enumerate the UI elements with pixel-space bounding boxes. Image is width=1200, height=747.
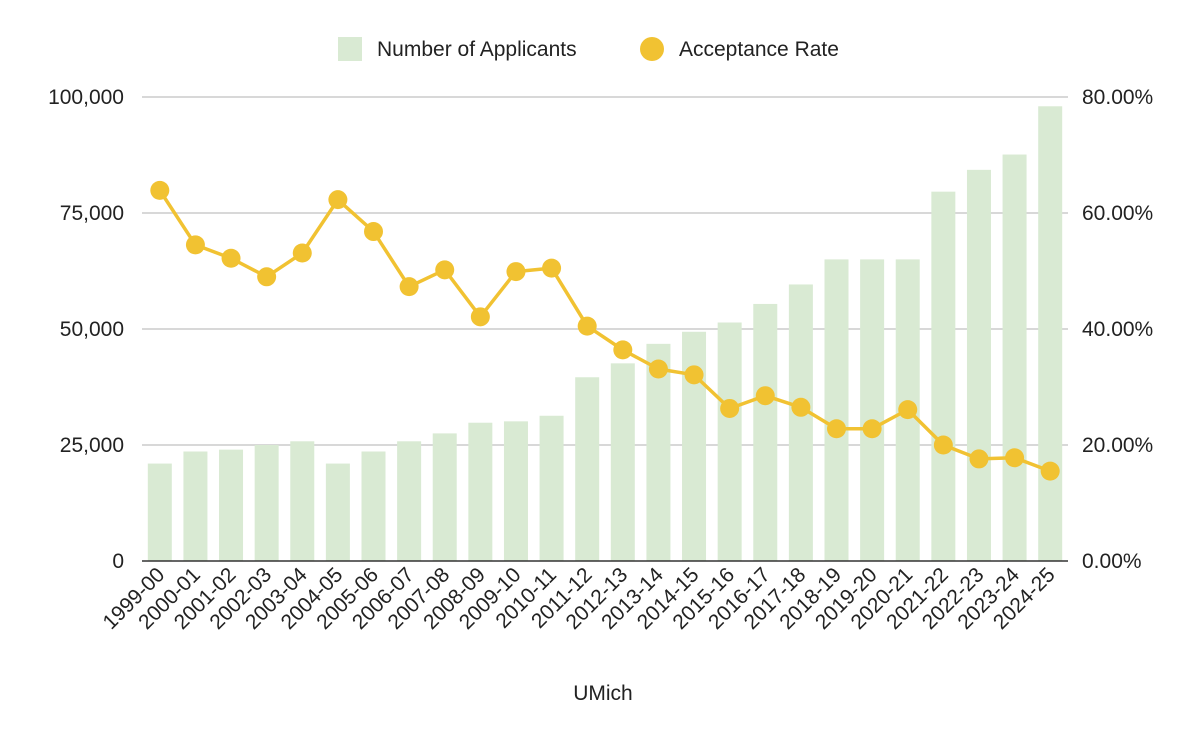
line-point — [969, 449, 989, 469]
line-point — [399, 277, 419, 297]
line-point — [791, 397, 811, 417]
line-point — [506, 262, 526, 282]
bar — [931, 191, 956, 561]
legend: Number of Applicants Acceptance Rate — [338, 37, 839, 61]
line-point — [613, 340, 633, 360]
y-right-tick-label: 0.00% — [1082, 550, 1142, 573]
line-point — [185, 235, 205, 255]
bar — [468, 422, 493, 561]
bar — [147, 463, 172, 561]
line-point — [933, 435, 953, 455]
y-left-tick-label: 25,000 — [60, 434, 124, 457]
legend-label-acceptance: Acceptance Rate — [679, 38, 839, 61]
bar — [397, 441, 422, 561]
bar-series — [147, 106, 1063, 561]
bar — [717, 322, 742, 561]
bar — [575, 377, 600, 561]
line-point — [720, 398, 740, 418]
axes: 0 0.00% 25,000 20.00% 50,000 40.00% 75,000 60.0… — [48, 86, 1153, 634]
line-point — [827, 419, 846, 439]
line-point — [862, 419, 882, 439]
y-left-tick-label: 0 — [112, 550, 124, 573]
line-point — [435, 260, 455, 280]
bar — [646, 343, 671, 561]
y-left-tick-label: 75,000 — [60, 202, 124, 225]
line-point — [470, 307, 490, 327]
y-left-tick-label: 100,000 — [48, 86, 124, 109]
y-right-tick-label: 40.00% — [1082, 318, 1153, 341]
bar — [539, 415, 564, 561]
line-point — [1005, 448, 1025, 468]
legend-swatch-applicants — [338, 37, 362, 61]
line-point — [577, 316, 597, 336]
bar — [290, 441, 315, 561]
line-point — [364, 222, 383, 242]
bar — [610, 363, 635, 561]
line-point — [542, 258, 562, 278]
legend-label-applicants: Number of Applicants — [377, 38, 577, 61]
legend-swatch-acceptance — [640, 37, 664, 61]
y-right-tick-label: 60.00% — [1082, 202, 1153, 225]
line-point — [1040, 461, 1060, 481]
x-axis-title: UMich — [573, 682, 633, 705]
line-point — [755, 386, 775, 406]
line-point — [898, 400, 918, 420]
line-point — [257, 267, 277, 287]
bar — [325, 463, 350, 561]
line-series — [150, 180, 1060, 481]
bar — [788, 284, 813, 561]
bar — [432, 433, 457, 561]
y-left-tick-label: 50,000 — [60, 318, 124, 341]
line-point — [221, 248, 241, 268]
bar — [219, 449, 244, 561]
line-point — [684, 365, 704, 385]
bar — [1038, 106, 1063, 561]
y-right-tick-label: 80.00% — [1082, 86, 1153, 109]
bar — [503, 421, 528, 561]
bar — [753, 303, 778, 561]
gridlines — [142, 96, 1068, 446]
line-point — [150, 180, 170, 200]
line-point — [292, 243, 312, 263]
y-right-tick-label: 20.00% — [1082, 434, 1153, 457]
bar — [254, 445, 279, 561]
bar — [361, 451, 386, 561]
bar — [1002, 154, 1027, 561]
line-point — [328, 190, 348, 210]
bar — [183, 451, 208, 561]
bar — [966, 169, 991, 561]
bar — [824, 259, 849, 561]
bar — [860, 259, 885, 561]
line-point — [648, 359, 668, 379]
